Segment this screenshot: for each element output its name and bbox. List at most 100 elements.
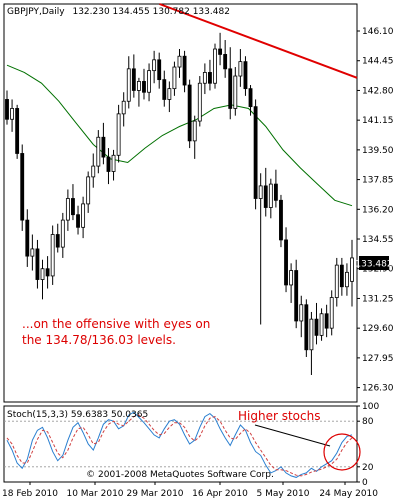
price-tick-label: 146.10 bbox=[362, 27, 394, 37]
candle bbox=[192, 115, 197, 159]
date-tick-label: 5 May 2010 bbox=[257, 489, 310, 499]
candle bbox=[339, 257, 344, 296]
chart-title-symbol: GBPJPY,Daily bbox=[7, 7, 65, 17]
candle-body bbox=[30, 248, 35, 257]
candle-body bbox=[15, 108, 20, 154]
candle bbox=[152, 50, 157, 84]
stoch-signal-line bbox=[6, 414, 353, 477]
candle bbox=[71, 184, 75, 221]
candle bbox=[319, 308, 324, 341]
candle-body bbox=[350, 257, 354, 282]
candle bbox=[263, 167, 268, 217]
candle bbox=[294, 259, 299, 329]
chart-title-ohlc: 132.230 134.455 130.782 133.482 bbox=[72, 7, 229, 17]
candle bbox=[111, 149, 116, 181]
candle-body bbox=[319, 313, 324, 336]
candle bbox=[116, 104, 121, 163]
candle bbox=[258, 173, 263, 325]
candle-body bbox=[40, 268, 45, 280]
price-tick-label: 134.55 bbox=[362, 235, 394, 245]
candle bbox=[136, 77, 141, 107]
price-tick-label: 144.45 bbox=[362, 57, 394, 67]
candle bbox=[289, 263, 294, 303]
candle bbox=[177, 49, 182, 78]
candle bbox=[202, 63, 207, 95]
candle-body bbox=[20, 153, 25, 221]
stoch-main-line bbox=[6, 411, 353, 478]
candle-body bbox=[253, 106, 258, 199]
candle-body bbox=[273, 183, 278, 201]
candle bbox=[253, 99, 258, 210]
candle bbox=[238, 49, 243, 87]
candle bbox=[334, 257, 339, 307]
candle-body bbox=[121, 100, 126, 115]
candle bbox=[197, 76, 202, 127]
candle-body bbox=[197, 82, 202, 122]
candle-body bbox=[213, 48, 217, 84]
price-axis: 146.10 144.45 142.80 141.15 139.50 137.85 136.… bbox=[357, 27, 394, 394]
candle bbox=[101, 122, 106, 165]
candle-body bbox=[10, 108, 14, 120]
candle bbox=[273, 169, 278, 208]
candle-body bbox=[177, 55, 182, 68]
chart-title: GBPJPY,Daily 132.230 134.455 130.782 133… bbox=[7, 7, 230, 17]
candle bbox=[248, 85, 253, 116]
candle bbox=[187, 79, 192, 149]
candle-body bbox=[142, 81, 146, 93]
candle bbox=[20, 144, 25, 231]
candle bbox=[345, 263, 349, 296]
candle bbox=[228, 47, 233, 120]
candle-body bbox=[324, 313, 329, 329]
candle-body bbox=[5, 99, 9, 120]
candle bbox=[65, 189, 70, 231]
candle-body bbox=[25, 219, 30, 257]
candle bbox=[182, 50, 187, 93]
candle-body bbox=[263, 185, 268, 208]
price-tick-label: 131.25 bbox=[362, 294, 394, 304]
candle-body bbox=[162, 79, 167, 100]
candle bbox=[30, 234, 35, 271]
candle bbox=[218, 32, 223, 66]
candle-body bbox=[334, 264, 339, 298]
candle-body bbox=[238, 61, 243, 77]
candle bbox=[76, 205, 80, 235]
candle-body bbox=[289, 270, 294, 286]
last-price-label: 133.482 bbox=[355, 260, 392, 270]
resistance-trendline bbox=[159, 3, 358, 79]
candle bbox=[35, 239, 40, 289]
candle-body bbox=[131, 68, 136, 91]
candle-body bbox=[172, 66, 177, 90]
stoch-axis: 100 80 20 0 bbox=[357, 402, 379, 488]
stoch-level-lines bbox=[4, 420, 357, 468]
candle bbox=[40, 259, 45, 300]
stoch-annotation-arrow bbox=[254, 424, 331, 447]
candle-body bbox=[86, 176, 91, 205]
candle-body bbox=[218, 48, 223, 55]
candle bbox=[167, 81, 172, 113]
candle bbox=[208, 59, 212, 91]
candle-body bbox=[345, 271, 349, 288]
candle bbox=[329, 290, 334, 336]
candle bbox=[268, 178, 273, 219]
candle-body bbox=[339, 264, 344, 288]
candle bbox=[126, 56, 131, 109]
candle bbox=[142, 68, 146, 100]
candle bbox=[304, 299, 309, 357]
date-tick-label: 10 Mar 2010 bbox=[66, 489, 123, 499]
candle-body bbox=[208, 72, 212, 84]
candle-body bbox=[91, 165, 96, 178]
candle-body bbox=[35, 248, 40, 280]
candle-body bbox=[136, 81, 141, 91]
candle-body bbox=[71, 198, 75, 216]
candle-body bbox=[116, 113, 121, 156]
candle-body bbox=[223, 54, 228, 70]
candle-body bbox=[284, 239, 288, 286]
candle-body bbox=[50, 234, 55, 277]
price-tick-label: 137.85 bbox=[362, 176, 394, 186]
candle-body bbox=[76, 214, 80, 228]
candle bbox=[45, 256, 50, 289]
last-price-marker: 133.482 bbox=[355, 256, 393, 270]
candle-body bbox=[65, 198, 70, 221]
candle-body bbox=[279, 199, 283, 241]
